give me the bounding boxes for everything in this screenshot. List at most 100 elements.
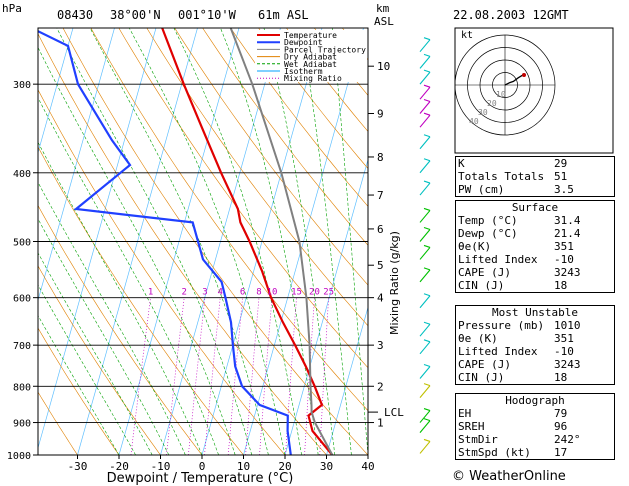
- pressure-tick-label: 300: [13, 80, 31, 91]
- mixing-ratio-line: [227, 297, 243, 455]
- hodo-value: 79: [554, 407, 568, 420]
- unstable-label: θe (K): [458, 332, 498, 345]
- wind-barb-flag: [423, 363, 431, 367]
- surface-row: Temp (°C) 31.4: [456, 214, 614, 227]
- wind-barb-flag: [423, 244, 431, 248]
- dry-adiabat-line: [146, 28, 368, 327]
- wet-adiabat-line: [38, 46, 236, 455]
- mixing-ratio-tick-label: 25: [323, 288, 334, 298]
- mixing-ratio-line: [245, 297, 260, 455]
- dry-adiabat-line: [38, 33, 327, 455]
- wind-barb-flag: [423, 418, 431, 422]
- km-tick-label: 9: [377, 108, 384, 121]
- wind-barb-flag: [423, 438, 431, 442]
- pressure-tick-label: 800: [13, 382, 31, 393]
- temp-tick-label: 40: [361, 460, 374, 473]
- surface-label: Lifted Index: [458, 253, 538, 266]
- wind-barb: [419, 385, 431, 398]
- wind-barb-flag: [423, 53, 431, 57]
- wet-adiabat-line: [300, 28, 352, 455]
- mixing-ratio-line: [259, 297, 273, 455]
- station-id: 08430: [57, 8, 94, 22]
- legend-label: Dry Adiabat: [284, 53, 337, 62]
- unstable-label: Lifted Index: [458, 345, 538, 358]
- unstable-row: CAPE (J) 3243: [456, 358, 614, 371]
- wind-barb-flag: [423, 69, 431, 73]
- station-lon: 001°10'W: [178, 8, 236, 22]
- km-tick-label: 8: [377, 151, 384, 164]
- legend-label: Temperature: [284, 31, 337, 40]
- km-tick-label: 4: [377, 292, 384, 305]
- asl-label: ASL: [374, 15, 394, 28]
- wind-barb-flag: [423, 293, 431, 297]
- mixing-ratio-tick-label: 2: [181, 288, 186, 298]
- wind-barb-flag: [423, 180, 431, 184]
- wind-barb-flag: [423, 226, 431, 231]
- wind-barb-flag: [423, 383, 431, 387]
- most-unstable-title: Most Unstable: [491, 306, 579, 319]
- wind-barb: [419, 160, 431, 174]
- hodo-label: EH: [458, 407, 472, 420]
- wind-barb: [419, 101, 431, 114]
- wind-barb: [419, 366, 431, 379]
- wind-barb: [419, 341, 431, 355]
- hpa-label: hPa: [2, 2, 22, 15]
- wind-barb: [419, 86, 431, 100]
- temp-tick-label: 20: [278, 460, 291, 473]
- wind-barb: [419, 182, 431, 196]
- wet-adiabat-line: [38, 181, 186, 455]
- index-value: 29: [554, 157, 568, 170]
- mixing-ratio-tick-label: 6: [240, 288, 245, 298]
- wind-barb-flag: [423, 37, 431, 41]
- wind-barb: [419, 420, 431, 433]
- surface-table: Surface Temp (°C) 31.4 Dewp (°C) 21.4 θe(K) 3…: [455, 200, 615, 293]
- hodograph-title: Hodograph: [505, 394, 565, 407]
- surface-row: Dewp (°C) 21.4: [456, 227, 614, 240]
- pressure-tick-label: 1000: [7, 451, 31, 462]
- wet-adiabat-line: [129, 28, 286, 455]
- km-tick-label: 2: [377, 380, 384, 393]
- hodograph-table: Hodograph EH 79 SREH 96 StmDir 242° StmSpd (kt…: [455, 393, 615, 460]
- wet-adiabat-line: [38, 218, 170, 455]
- wind-barb: [419, 247, 431, 260]
- storm-motion-marker: [522, 73, 526, 77]
- pressure-tick-label: 400: [13, 169, 31, 180]
- indices-table: K 29 Totals Totals 51 PW (cm) 3.5: [455, 156, 615, 197]
- unstable-row: Pressure (mb) 1010: [456, 319, 614, 332]
- mixing-ratio-tick-label: 4: [218, 288, 223, 298]
- hodo-row: SREH 96: [456, 420, 614, 433]
- mixing-ratio-axis-title: Mixing Ratio (g/kg): [388, 231, 401, 335]
- temp-tick-label: 0: [199, 460, 206, 473]
- dry-adiabat-line: [90, 28, 368, 412]
- wet-adiabat-line: [89, 28, 269, 455]
- dry-adiabat-line: [62, 28, 368, 455]
- surface-row: CIN (J) 18: [456, 279, 614, 292]
- hodograph-ring-label: 10: [496, 90, 506, 99]
- surface-label: θe(K): [458, 240, 492, 253]
- hodograph-kt-label: kt: [461, 30, 473, 41]
- wind-barb-flag: [423, 112, 431, 116]
- pressure-tick-label: 900: [13, 419, 31, 430]
- km-tick-label: 6: [377, 223, 384, 236]
- lcl-label: LCL: [384, 406, 404, 419]
- index-value: 51: [554, 170, 568, 183]
- legend-label: Parcel Trajectory: [284, 45, 366, 54]
- legend-label: Dewpoint: [284, 38, 323, 47]
- unstable-row: CIN (J) 18: [456, 371, 614, 384]
- surface-row: θe(K) 351: [456, 240, 614, 253]
- most-unstable-table: Most Unstable Pressure (mb) 1010 θe (K) 351…: [455, 305, 615, 385]
- temp-tick-label: 30: [320, 460, 333, 473]
- hodo-value: 17: [554, 446, 568, 459]
- legend-bg: [255, 30, 367, 82]
- pressure-tick-label: 600: [13, 294, 31, 305]
- surface-label: CIN (J): [458, 279, 505, 292]
- wind-barb-flag: [423, 134, 431, 138]
- station-lat: 38°00'N: [110, 8, 161, 22]
- hodo-label: StmSpd (kt): [458, 446, 531, 459]
- pressure-tick-label: 700: [13, 341, 31, 352]
- surface-value: 21.4: [554, 227, 581, 240]
- wet-adiabat-line: [332, 28, 368, 455]
- temp-tick-label: 10: [237, 460, 250, 473]
